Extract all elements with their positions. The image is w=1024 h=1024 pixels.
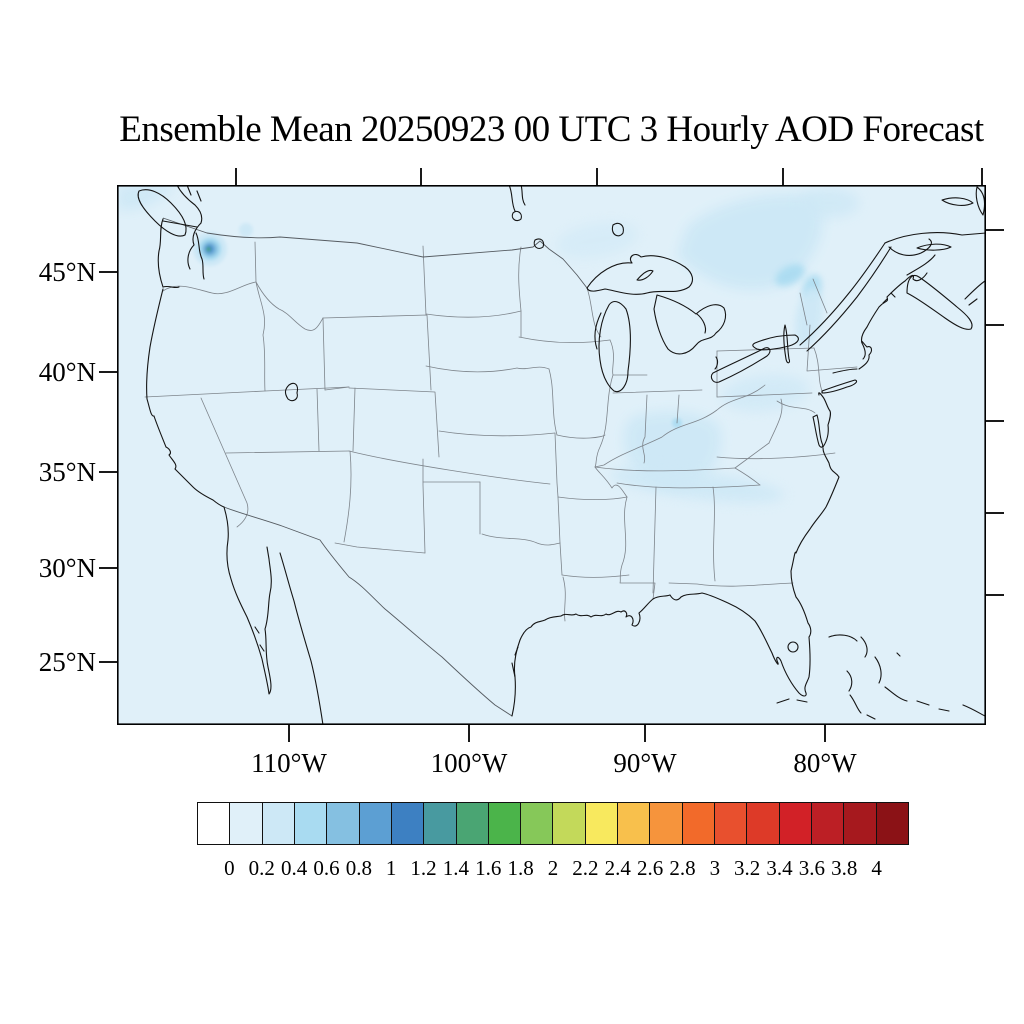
colorbar-cell — [423, 803, 456, 844]
colorbar-cell — [746, 803, 779, 844]
lat-tick-label: 40°N — [38, 357, 96, 387]
colorbar-cell — [261, 803, 294, 844]
lon-tick-label: 110°W — [251, 748, 327, 778]
aod-background-fill — [117, 185, 986, 725]
colorbar-tick-value: 0.6 — [313, 856, 340, 880]
colorbar-cell — [293, 803, 327, 844]
lat-tick — [99, 471, 117, 473]
top-tick — [981, 168, 983, 185]
colorbar — [197, 802, 909, 845]
colorbar-tick-value: 2.4 — [604, 856, 631, 880]
colorbar-cell — [714, 803, 747, 844]
colorbar-cell — [358, 803, 391, 844]
map-frame — [117, 185, 986, 725]
colorbar-tick-value: 0.4 — [280, 856, 308, 880]
colorbar-tick-value: 3 — [709, 856, 721, 880]
colorbar-tick-labels: 0 0.2 0.4 0.6 0.8 1 1.2 1.4 1.6 1.8 2 2.2 2.4 2.6 2.8 3… — [197, 856, 909, 882]
colorbar-cell — [681, 803, 714, 844]
lat-tick — [99, 271, 117, 273]
colorbar-cell — [520, 803, 553, 844]
colorbar-tick-value: 3.2 — [734, 856, 761, 880]
colorbar-cell — [778, 803, 811, 844]
colorbar-tick-value: 2.2 — [572, 856, 599, 880]
colorbar-cell — [875, 803, 908, 844]
colorbar-tick-value: 0 — [224, 856, 235, 880]
colorbar-tick-value: 2.8 — [669, 856, 696, 880]
colorbar-tick-value: 1.4 — [442, 856, 470, 880]
colorbar-cell — [810, 803, 844, 844]
right-tick — [986, 229, 1004, 231]
colorbar-tick-value: 3.4 — [766, 856, 793, 880]
country-borders — [162, 217, 588, 717]
colorbar-tick-value: 0.8 — [345, 856, 372, 880]
colorbar-cell — [198, 803, 230, 844]
colorbar-cell — [455, 803, 488, 844]
top-tick — [596, 168, 598, 185]
colorbar-tick-value: 2 — [547, 856, 559, 880]
right-tick — [986, 594, 1004, 596]
lon-tick-label: 100°W — [430, 748, 508, 778]
colorbar-cell — [617, 803, 650, 844]
colorbar-tick-value: 0.2 — [248, 856, 275, 880]
lon-tick-label: 80°W — [793, 748, 857, 778]
colorbar-tick-value: 1.8 — [507, 856, 534, 880]
lat-tick-label: 35°N — [38, 457, 96, 487]
colorbar-tick-value: 4 — [871, 856, 882, 880]
colorbar-cell — [229, 803, 262, 844]
coastlines — [137, 185, 986, 725]
colorbar-tick-value: 1.2 — [410, 856, 437, 880]
lon-tick — [824, 725, 826, 742]
lon-tick — [288, 725, 290, 742]
lon-tick — [468, 725, 470, 742]
colorbar-cell — [552, 803, 585, 844]
colorbar-tick-value: 3.6 — [798, 856, 826, 880]
right-tick — [986, 324, 1004, 326]
lat-tick-label: 30°N — [38, 553, 96, 583]
figure-title: Ensemble Mean 20250923 00 UTC 3 Hourly A… — [119, 109, 984, 150]
colorbar-cell — [843, 803, 876, 844]
lat-tick — [99, 661, 117, 663]
lat-tick-label: 45°N — [38, 257, 96, 287]
conus-aod-map — [117, 185, 986, 725]
top-tick — [235, 168, 237, 185]
colorbar-tick-value: 1 — [385, 856, 397, 880]
colorbar-cell — [390, 803, 424, 844]
right-tick — [986, 420, 1004, 422]
map-plot-area — [117, 185, 986, 725]
aod-contour-patches — [117, 185, 859, 503]
top-tick — [782, 168, 784, 185]
colorbar-tick-value: 2.6 — [636, 856, 664, 880]
lat-tick — [99, 371, 117, 373]
lon-tick-label: 90°W — [613, 748, 677, 778]
lon-tick — [644, 725, 646, 742]
colorbar-cell — [649, 803, 682, 844]
state-borders — [144, 241, 858, 622]
colorbar-cell — [584, 803, 618, 844]
colorbar-tick-value: 3.8 — [831, 856, 858, 880]
aod-plume-washington — [193, 232, 227, 266]
lat-tick-label: 25°N — [38, 647, 96, 677]
colorbar-tick-value: 1.6 — [475, 856, 502, 880]
colorbar-cell — [326, 803, 359, 844]
right-tick — [986, 512, 1004, 514]
lat-tick — [99, 567, 117, 569]
colorbar-cell — [487, 803, 521, 844]
top-tick — [420, 168, 422, 185]
